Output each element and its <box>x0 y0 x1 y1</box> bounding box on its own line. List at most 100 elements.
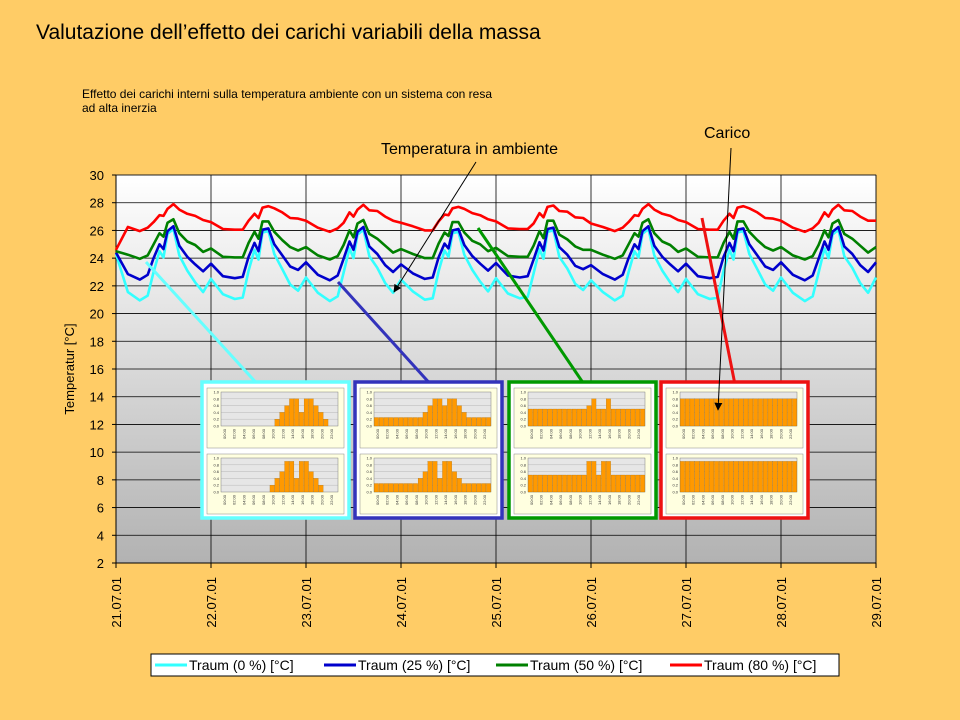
svg-text:22:00: 22:00 <box>329 494 334 505</box>
load-bar <box>635 474 641 493</box>
svg-text:02:00: 02:00 <box>385 428 390 439</box>
load-bar <box>383 417 389 427</box>
load-bar <box>714 398 719 427</box>
svg-text:1.0: 1.0 <box>520 456 526 461</box>
load-bar <box>767 461 773 493</box>
load-bar <box>557 408 563 427</box>
svg-text:0.6: 0.6 <box>520 469 526 474</box>
load-bar <box>537 408 543 427</box>
load-bar <box>787 398 793 427</box>
load-bar <box>466 417 472 427</box>
svg-text:0.2: 0.2 <box>520 417 526 422</box>
load-bar <box>772 398 778 427</box>
load-bar <box>269 485 275 493</box>
x-tick-label: 27.07.01 <box>679 577 694 628</box>
load-connector-3 <box>700 217 736 383</box>
load-bar <box>772 461 778 493</box>
load-bar <box>610 408 616 427</box>
load-bar <box>792 398 797 427</box>
load-bar <box>294 478 299 493</box>
load-bar <box>552 474 558 493</box>
y-tick-label: 18 <box>90 334 104 349</box>
load-bar <box>625 474 631 493</box>
load-bar <box>542 408 548 427</box>
load-bar <box>586 405 592 427</box>
x-axis-ticks: 21.07.01 22.07.01 23.07.01 24.07.01 25.07.01… <box>109 563 884 628</box>
load-bar <box>447 461 452 493</box>
load-bar <box>403 417 409 427</box>
load-bar <box>733 461 739 493</box>
svg-text:0.0: 0.0 <box>366 424 372 429</box>
svg-text:00:00: 00:00 <box>375 494 380 505</box>
load-bar <box>461 412 467 427</box>
load-bar <box>787 461 793 493</box>
svg-text:0.6: 0.6 <box>213 469 219 474</box>
svg-text:16:00: 16:00 <box>759 428 764 439</box>
svg-text:18:00: 18:00 <box>310 494 315 505</box>
svg-text:06:00: 06:00 <box>558 494 563 505</box>
load-inset-1: 1.00.80.60.40.20.000:00 02:00 04:00 06:00 08… <box>353 380 504 520</box>
x-tick-label: 25.07.01 <box>489 577 504 628</box>
load-bar <box>452 398 457 427</box>
load-bar <box>437 398 443 427</box>
load-bar <box>537 474 543 493</box>
legend-label-0: Traum (0 %) [°C] <box>189 657 294 673</box>
svg-text:0.8: 0.8 <box>213 396 219 401</box>
svg-text:06:00: 06:00 <box>710 428 715 439</box>
load-bar <box>610 474 616 493</box>
load-bar <box>486 483 491 493</box>
load-bar <box>456 478 462 493</box>
svg-text:0.6: 0.6 <box>672 469 678 474</box>
svg-text:08:00: 08:00 <box>261 494 266 505</box>
load-bar <box>767 398 773 427</box>
svg-text:10:00: 10:00 <box>424 494 429 505</box>
load-bar <box>408 417 413 427</box>
svg-text:10:00: 10:00 <box>271 494 276 505</box>
svg-text:0.4: 0.4 <box>520 476 526 481</box>
x-tick-label: 26.07.01 <box>584 577 599 628</box>
load-bar <box>318 412 324 427</box>
load-bar <box>733 398 739 427</box>
x-tick-label: 29.07.01 <box>869 577 884 628</box>
svg-text:00:00: 00:00 <box>222 494 227 505</box>
load-bar <box>689 398 695 427</box>
svg-text:1.0: 1.0 <box>213 456 219 461</box>
y-tick-label: 30 <box>90 168 104 183</box>
load-bar <box>630 474 636 493</box>
load-bar <box>699 461 705 493</box>
svg-text:04:00: 04:00 <box>700 494 705 505</box>
load-bar <box>758 398 763 427</box>
load-bar <box>684 461 690 493</box>
svg-text:22:00: 22:00 <box>636 428 641 439</box>
svg-text:04:00: 04:00 <box>700 428 705 439</box>
y-tick-label: 20 <box>90 307 104 322</box>
svg-text:18:00: 18:00 <box>463 428 468 439</box>
load-bar <box>753 398 758 427</box>
load-bar <box>615 474 621 493</box>
svg-text:16:00: 16:00 <box>759 494 764 505</box>
svg-text:06:00: 06:00 <box>710 494 715 505</box>
svg-text:1.0: 1.0 <box>672 456 678 461</box>
load-bar <box>486 417 491 427</box>
svg-text:14:00: 14:00 <box>443 494 448 505</box>
load-bar <box>308 398 314 427</box>
load-bar <box>388 483 394 493</box>
svg-text:00:00: 00:00 <box>222 428 227 439</box>
load-bar <box>689 461 695 493</box>
chart-legend: Traum (0 %) [°C] Traum (25 %) [°C] Traum (… <box>150 653 840 677</box>
svg-text:16:00: 16:00 <box>300 428 305 439</box>
svg-text:04:00: 04:00 <box>548 428 553 439</box>
load-bar <box>552 408 558 427</box>
load-callout-arrow <box>714 147 732 411</box>
svg-text:14:00: 14:00 <box>290 428 295 439</box>
svg-text:12:00: 12:00 <box>739 428 744 439</box>
load-bar <box>709 398 715 427</box>
svg-text:12:00: 12:00 <box>280 428 285 439</box>
load-bar <box>547 408 553 427</box>
load-bar <box>699 398 705 427</box>
svg-text:20:00: 20:00 <box>778 494 783 505</box>
svg-text:10:00: 10:00 <box>424 428 429 439</box>
svg-text:08:00: 08:00 <box>568 494 573 505</box>
svg-text:02:00: 02:00 <box>691 494 696 505</box>
